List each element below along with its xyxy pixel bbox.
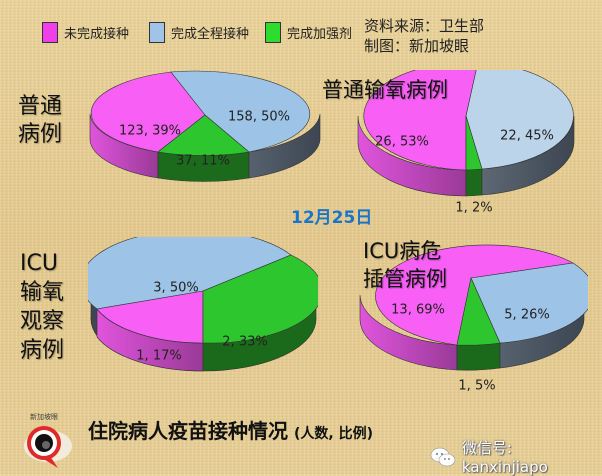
legend-item-fully-vaccinated: 完成全程接种 bbox=[149, 22, 249, 43]
pie-graphic bbox=[357, 61, 575, 197]
legend-swatch-magenta bbox=[42, 22, 58, 43]
chart-title-oxygen: 普通输氧病例 bbox=[322, 78, 448, 102]
chart-title-icu-oxygen: ICU 输氧 观察 病例 bbox=[20, 249, 64, 365]
legend-label: 完成全程接种 bbox=[171, 27, 250, 42]
pie-chart-icu-critical: 13, 69% 5, 26% bbox=[358, 240, 595, 375]
logo: 新加坡眼 bbox=[22, 410, 78, 474]
date-label: 12月25日 bbox=[291, 208, 373, 228]
slice-label-fully-vaccinated: 22, 45% bbox=[500, 128, 554, 144]
legend-item-booster: 完成加强剂 bbox=[265, 22, 352, 43]
slice-label-fully-vaccinated: 5, 26% bbox=[504, 307, 550, 323]
wechat-icon bbox=[430, 447, 456, 466]
svg-text:新加坡眼: 新加坡眼 bbox=[30, 412, 58, 421]
title-line: 病例 bbox=[18, 122, 63, 147]
pie-graphic bbox=[89, 70, 321, 182]
source-credit: 资料来源：卫生部 制图：新加坡眼 bbox=[364, 16, 484, 56]
slice-label-unvaccinated: 1, 17% bbox=[136, 348, 182, 364]
title-line: 输氧 bbox=[20, 280, 65, 305]
legend-swatch-blue bbox=[149, 22, 166, 43]
pie-chart-general: 123, 39% 158, 50% 37, 11% bbox=[88, 70, 323, 205]
slice-label-fully-vaccinated: 3, 50% bbox=[153, 280, 199, 296]
slice-label-fully-vaccinated: 158, 50% bbox=[228, 109, 290, 125]
wechat-id: 微信号: kanxinjiapo bbox=[461, 439, 548, 476]
legend: 未完成接种 完成全程接种 完成加强剂 bbox=[42, 22, 362, 43]
title-line: 病例 bbox=[20, 338, 65, 363]
footer-subtitle: (人数, 比例) bbox=[294, 426, 373, 442]
legend-label: 未完成接种 bbox=[64, 27, 130, 42]
footer-title: 住院病人疫苗接种情况 (人数, 比例) bbox=[88, 415, 373, 444]
pie-chart-icu-oxygen: 3, 50% 1, 17% 2, 33% bbox=[80, 229, 323, 377]
title-line: 普通 bbox=[18, 94, 63, 119]
chart-title-icu-critical: ICU病危 插管病例 bbox=[363, 237, 447, 293]
slice-label-booster: 37, 11% bbox=[176, 153, 230, 169]
slice-label-unvaccinated: 26, 53% bbox=[375, 134, 429, 150]
logo-eye-icon: 新加坡眼 bbox=[24, 412, 72, 468]
credit-line: 制图：新加坡眼 bbox=[364, 37, 470, 55]
title-line: 观察 bbox=[20, 309, 65, 334]
pie-graphic bbox=[80, 229, 323, 372]
legend-item-unvaccinated: 未完成接种 bbox=[42, 22, 129, 43]
wechat-watermark: 微信号: kanxinjiapo bbox=[430, 437, 602, 476]
slice-label-booster: 2, 33% bbox=[222, 334, 268, 350]
source-line: 资料来源：卫生部 bbox=[364, 17, 485, 35]
legend-swatch-green bbox=[265, 22, 282, 43]
title-line: ICU bbox=[20, 251, 58, 276]
slice-label-unvaccinated: 13, 69% bbox=[391, 302, 445, 318]
slice-label-booster: 1, 2% bbox=[455, 200, 493, 216]
pie-chart-oxygen: 26, 53% 22, 45% bbox=[356, 61, 578, 200]
slice-label-unvaccinated: 123, 39% bbox=[119, 123, 181, 139]
title-line: ICU病危 bbox=[363, 239, 442, 263]
chart-title-general: 普通 病例 bbox=[18, 93, 62, 149]
legend-label: 完成加强剂 bbox=[287, 27, 353, 42]
pie-graphic bbox=[359, 244, 595, 371]
title-line: 插管病例 bbox=[363, 267, 447, 291]
slice-label-booster: 1, 5% bbox=[458, 378, 496, 394]
footer-title-text: 住院病人疫苗接种情况 bbox=[88, 419, 288, 443]
